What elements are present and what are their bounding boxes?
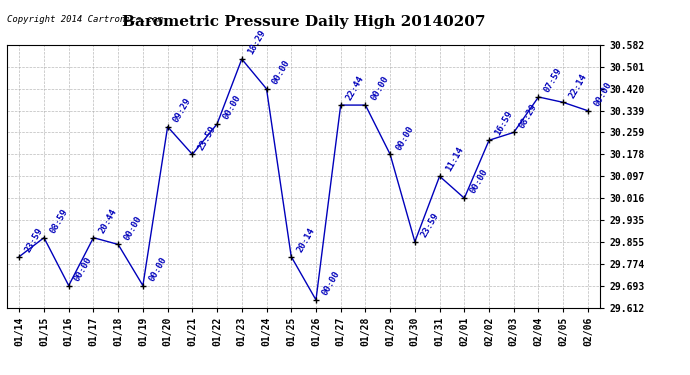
- Text: 23:59: 23:59: [197, 124, 218, 152]
- Text: 08:59: 08:59: [48, 207, 70, 235]
- Text: 00:00: 00:00: [122, 214, 144, 242]
- Text: 00:00: 00:00: [147, 255, 168, 283]
- Text: 22:44: 22:44: [345, 75, 366, 102]
- Text: Barometric Pressure Daily High 20140207: Barometric Pressure Daily High 20140207: [122, 15, 485, 29]
- Text: 00:00: 00:00: [394, 124, 415, 152]
- Text: 11:14: 11:14: [444, 146, 465, 174]
- Text: 00:00: 00:00: [320, 269, 342, 297]
- Text: 00:00: 00:00: [73, 255, 94, 283]
- Text: 18:29: 18:29: [246, 28, 267, 56]
- Text: 20:44: 20:44: [97, 207, 119, 235]
- Text: 23:59: 23:59: [23, 226, 45, 254]
- Text: 16:59: 16:59: [493, 110, 515, 138]
- Text: 00:00: 00:00: [270, 58, 292, 86]
- Text: 00:00: 00:00: [370, 75, 391, 102]
- Text: Pressure  (Inches/Hg): Pressure (Inches/Hg): [451, 27, 564, 36]
- Text: Copyright 2014 Cartronics.com: Copyright 2014 Cartronics.com: [7, 15, 163, 24]
- Text: 20:14: 20:14: [295, 226, 317, 254]
- Text: 00:00: 00:00: [592, 80, 613, 108]
- Text: 22:14: 22:14: [567, 72, 589, 100]
- Text: 00:00: 00:00: [221, 93, 242, 121]
- Text: 08:29: 08:29: [518, 102, 539, 130]
- Text: 07:59: 07:59: [542, 66, 564, 94]
- Text: 09:29: 09:29: [172, 96, 193, 124]
- Text: 23:59: 23:59: [419, 211, 440, 239]
- Text: 00:00: 00:00: [469, 168, 490, 195]
